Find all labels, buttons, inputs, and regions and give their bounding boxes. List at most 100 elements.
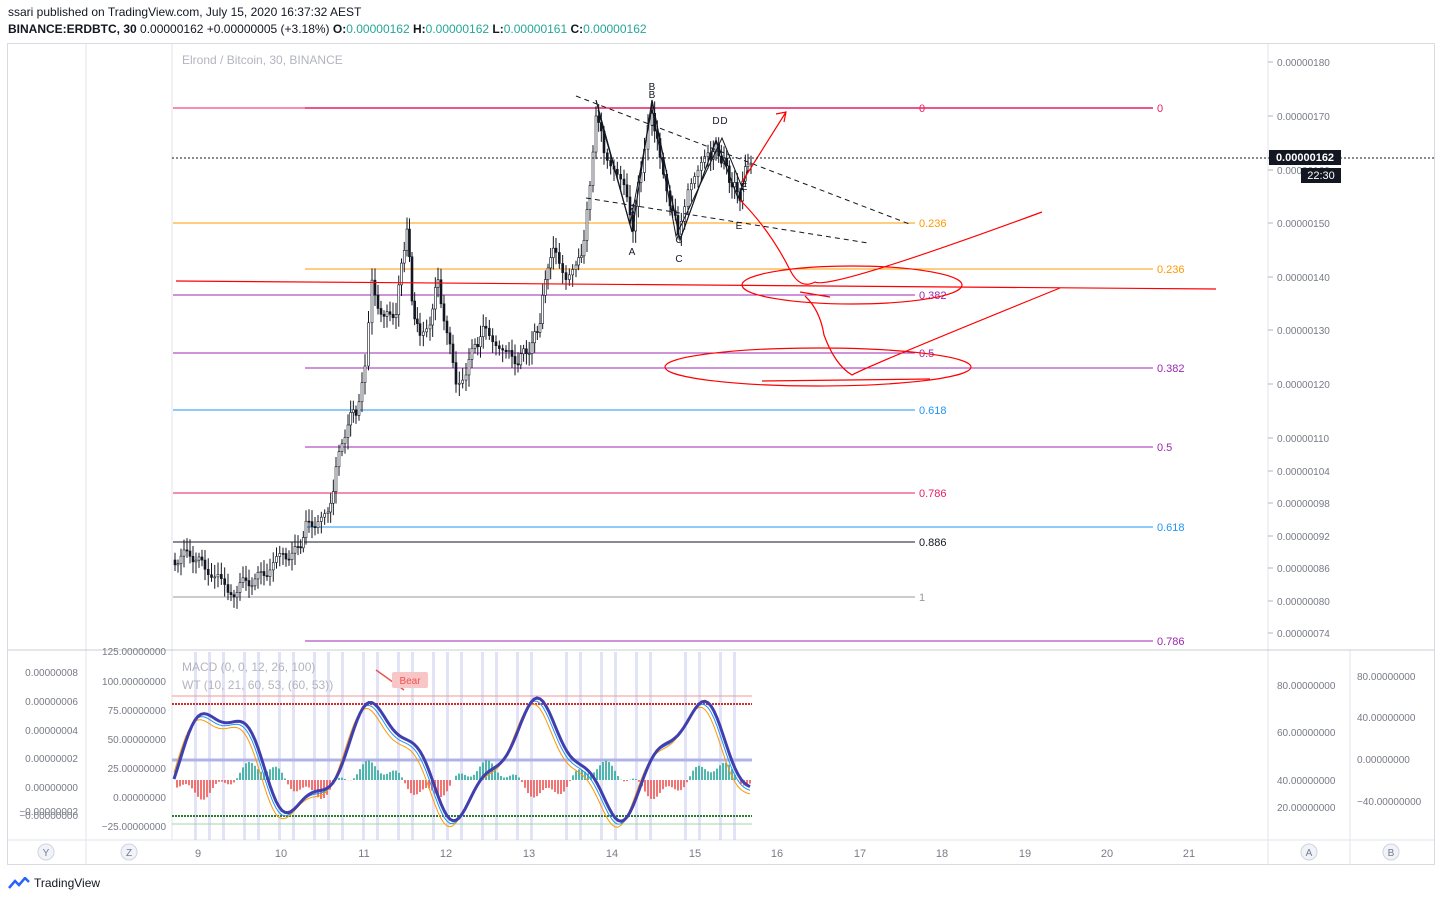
candle-body (200, 556, 204, 561)
candle-body (247, 580, 251, 587)
corner-button[interactable] (120, 843, 138, 861)
corner-button[interactable] (1382, 843, 1400, 861)
signal-band (278, 652, 281, 840)
macd-histogram-bar (470, 776, 472, 780)
candle-body (552, 247, 555, 258)
indicator-pane[interactable] (172, 652, 752, 840)
price-tick-label: 0.00000104 (1277, 467, 1330, 478)
macd-histogram-bar (644, 780, 646, 792)
signal-band (397, 652, 400, 840)
candle-body (385, 311, 389, 317)
macd-histogram-bar (392, 770, 394, 780)
candle-body (408, 228, 411, 258)
macd-histogram-bar (740, 780, 742, 785)
candle-body (210, 574, 213, 578)
candle-body (397, 284, 401, 315)
ind-left-axis-b: 75.00000000 (108, 706, 167, 717)
candle-body (451, 343, 455, 363)
macd-histogram-bar (518, 777, 520, 780)
macd-histogram-bar (635, 779, 637, 780)
candle-body (191, 556, 195, 563)
candle-body (700, 162, 703, 171)
macd-histogram-bar (311, 780, 313, 791)
candle-body (262, 571, 266, 576)
macd-histogram-bar (587, 773, 589, 780)
pattern-label: E (736, 221, 743, 232)
indicator-axes: 0.00000008 0.00000006 0.00000004 0.00000002… (19, 647, 1421, 833)
macd-histogram-bar (182, 780, 184, 785)
macd-histogram-bar (536, 780, 538, 797)
candle-body (352, 409, 355, 413)
pattern-label: A (629, 207, 636, 218)
macd-histogram-bar (617, 775, 619, 780)
price-tick-label: 0.00000110 (1277, 434, 1330, 445)
macd-histogram-bar (200, 780, 202, 800)
macd-histogram-bar (194, 780, 196, 793)
candle-body (206, 568, 210, 576)
candle-body (622, 178, 626, 186)
macd-histogram-bar (548, 780, 550, 788)
fib-b-label: 0 (1157, 103, 1163, 115)
candle-body (256, 572, 260, 580)
candle-body (250, 585, 254, 588)
macd-histogram-bar (197, 780, 199, 797)
fib-retracement-b[interactable]: 0 0.236 0.382 0.5 0.618 0.786 (305, 103, 1185, 648)
signal-band (222, 652, 225, 840)
macd-histogram-bar (341, 777, 343, 780)
candle-body (293, 546, 297, 554)
candle-body (501, 348, 504, 351)
macd-histogram-bar (239, 772, 241, 780)
price-tick-label: 0.00000086 (1277, 564, 1330, 575)
candle-body (749, 162, 753, 165)
candle-body (533, 331, 536, 344)
candle-body (544, 279, 547, 296)
macd-histogram-bar (368, 760, 370, 780)
candle-body (235, 592, 239, 598)
candle-body (413, 300, 416, 320)
corner-button[interactable] (37, 843, 55, 861)
fib-b-label: 0.786 (1157, 636, 1185, 648)
candle-body (625, 184, 629, 198)
bear-badge (392, 672, 428, 688)
macd-histogram-bar (404, 780, 406, 784)
drawings[interactable] (175, 95, 1217, 387)
candle-body (382, 313, 386, 317)
signal-band (530, 652, 533, 840)
candle-body (577, 257, 580, 266)
price-axis[interactable]: 0.000001800.000001700.000001600.00000150… (1268, 58, 1330, 640)
channel-lower (585, 197, 869, 244)
macd-histogram-bar (185, 780, 187, 785)
candles (173, 101, 753, 609)
footer: TradingView (8, 876, 100, 890)
time-tick-label: 17 (854, 848, 866, 860)
macd-histogram-bar (221, 780, 223, 782)
pattern-labels: BB A A CC D D E E (629, 82, 748, 265)
signal-band (313, 652, 316, 840)
candle-body (203, 559, 207, 570)
macd-histogram-bar (584, 771, 586, 780)
corner-button[interactable] (1300, 843, 1318, 861)
candle-body (278, 553, 282, 557)
fib-a-label: 0.618 (919, 405, 947, 417)
pattern-label: E (741, 182, 748, 193)
macd-histogram-bar (686, 780, 688, 783)
candle-body (281, 553, 285, 555)
macd-histogram-bar (272, 767, 274, 780)
fib-a-label: 0.886 (919, 537, 947, 549)
time-axis[interactable]: 9 10 11 12 13 14 15 16 17 18 19 20 21 (195, 848, 1195, 860)
signal-band (698, 652, 701, 840)
macd-histogram-bar (179, 780, 181, 787)
macd-histogram-bar (251, 762, 253, 780)
macd-histogram-bar (338, 777, 340, 780)
price-tick-label: 0.00000092 (1277, 532, 1330, 543)
candle-body (400, 262, 403, 286)
macd-histogram-bar (578, 769, 580, 780)
last-price-tag: 0.00000162 (1276, 152, 1334, 164)
projected-path-upper (739, 199, 1043, 285)
candle-body (232, 594, 236, 598)
macd-histogram-bar (623, 780, 625, 782)
candle-body (746, 163, 750, 167)
